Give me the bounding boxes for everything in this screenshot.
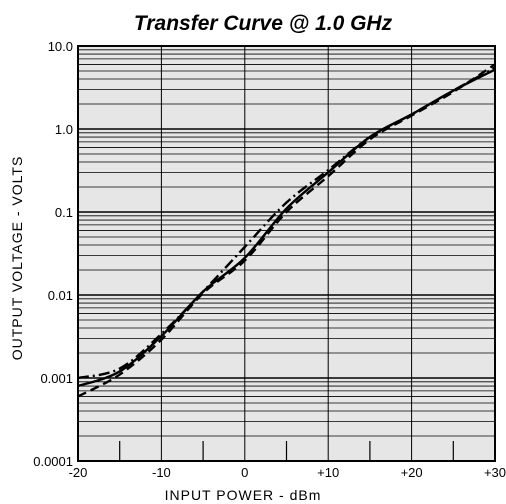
x-axis-label: INPUT POWER - dBm [165, 487, 322, 503]
plot-area [78, 46, 495, 461]
y-axis-label: OUTPUT VOLTAGE - VOLTS [9, 156, 25, 361]
x-tick-label: 0 [241, 465, 248, 480]
x-tick-label: -10 [152, 465, 171, 480]
x-tick-label: -20 [69, 465, 88, 480]
chart-title: Transfer Curve @ 1.0 GHz [134, 12, 393, 35]
x-tick-label: +10 [317, 465, 339, 480]
grid-minor [78, 49, 495, 437]
x-tick-labels: -20 -10 0 +10 +20 +30 [69, 465, 506, 480]
y-tick-label: 0.0001 [33, 454, 73, 469]
bottom-tick-marks [119, 441, 454, 461]
series-line-dash-dot [77, 66, 496, 380]
y-tick-label: 0.001 [40, 371, 73, 386]
y-tick-label: 1.0 [55, 122, 73, 137]
y-tick-label: 0.01 [48, 288, 73, 303]
y-tick-label: 0.1 [55, 205, 73, 220]
x-tick-label: +20 [401, 465, 423, 480]
y-tick-labels: 0.0001 0.001 0.01 0.1 1.0 10.0 [33, 39, 73, 469]
y-tick-label: 10.0 [48, 39, 73, 54]
x-tick-label: +30 [484, 465, 506, 480]
plot-frame [77, 45, 496, 462]
series-layer [77, 63, 496, 398]
